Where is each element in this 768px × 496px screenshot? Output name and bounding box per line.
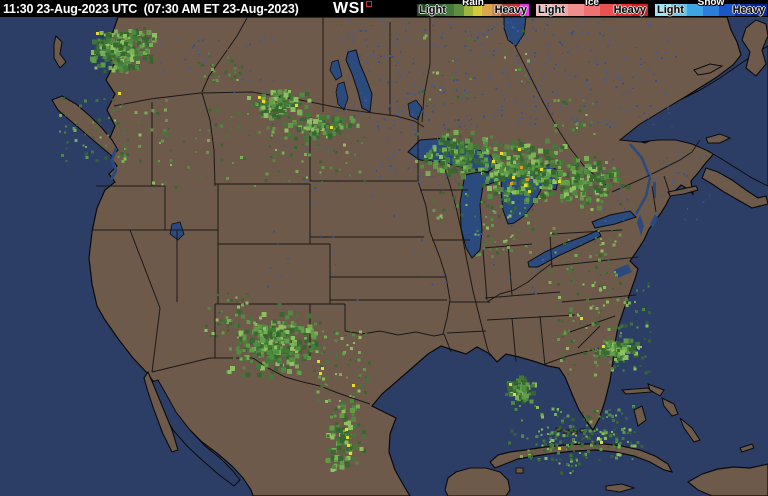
radar-echoes <box>58 27 652 475</box>
legend-rain-light-label: Light <box>419 4 446 16</box>
legend-ice: Ice Light Heavy <box>536 0 648 16</box>
wsi-logo: WSI <box>333 0 372 18</box>
vancouver-island <box>51 95 119 157</box>
long-island <box>667 185 699 197</box>
anticosti-island <box>693 63 724 76</box>
hispaniola <box>686 463 768 496</box>
lake-winnipegosis <box>329 59 343 81</box>
legend-snow-colorbar <box>655 4 767 16</box>
legend-ice-title: Ice <box>585 0 599 8</box>
puget-sound <box>109 147 118 181</box>
lake-speckle <box>160 18 711 302</box>
lake-manitoba <box>335 81 349 111</box>
isle-of-youth <box>515 467 524 474</box>
legend-ice-heavy-label: Heavy <box>613 4 646 16</box>
nova-scotia <box>701 167 768 209</box>
legend-snow-heavy-label: Heavy <box>732 4 765 16</box>
legend-snow-title: Snow <box>697 0 725 8</box>
gulf-of-st-lawrence <box>618 45 768 187</box>
yucatan-peninsula <box>444 467 511 496</box>
legend-ice-light-label: Light <box>538 4 565 16</box>
bahamas <box>620 383 755 453</box>
legend-snow-light-label: Light <box>657 4 684 16</box>
lake-ontario <box>591 210 637 229</box>
lake-erie <box>527 229 602 268</box>
legend-ice-colorbar <box>536 4 648 16</box>
lake-winnipeg <box>345 49 373 113</box>
haida-gwaii <box>53 35 67 69</box>
legend-rain-heavy-label: Heavy <box>494 4 527 16</box>
prince-edward-island <box>705 133 732 144</box>
legend-rain-colorbar <box>417 4 529 16</box>
chesapeake-bay <box>637 214 644 236</box>
james-bay <box>503 16 527 47</box>
jamaica <box>605 483 636 493</box>
lake-of-the-woods <box>407 99 423 121</box>
legend-snow: Snow Light Heavy <box>655 0 767 16</box>
newfoundland <box>741 19 768 77</box>
wsi-logo-text: WSI <box>333 0 365 17</box>
lake-champlain <box>653 182 656 198</box>
delaware-bay <box>650 214 658 228</box>
st-lawrence-river <box>629 143 652 215</box>
pamlico-sound <box>614 264 632 278</box>
wsi-registered-mark-icon <box>365 1 372 7</box>
legend-rain-title: Rain <box>462 0 484 8</box>
legend-rain: Rain Light Heavy <box>417 0 529 16</box>
header-bar: 11:30 23-Aug-2023 UTC (07:30 AM ET 23-Au… <box>0 0 768 17</box>
precip-legend: Rain Light Heavy Ice Light Heavy Snow Li… <box>417 0 767 16</box>
timestamp: 11:30 23-Aug-2023 UTC (07:30 AM ET 23-Au… <box>3 2 299 16</box>
baja-peninsula <box>143 370 179 453</box>
